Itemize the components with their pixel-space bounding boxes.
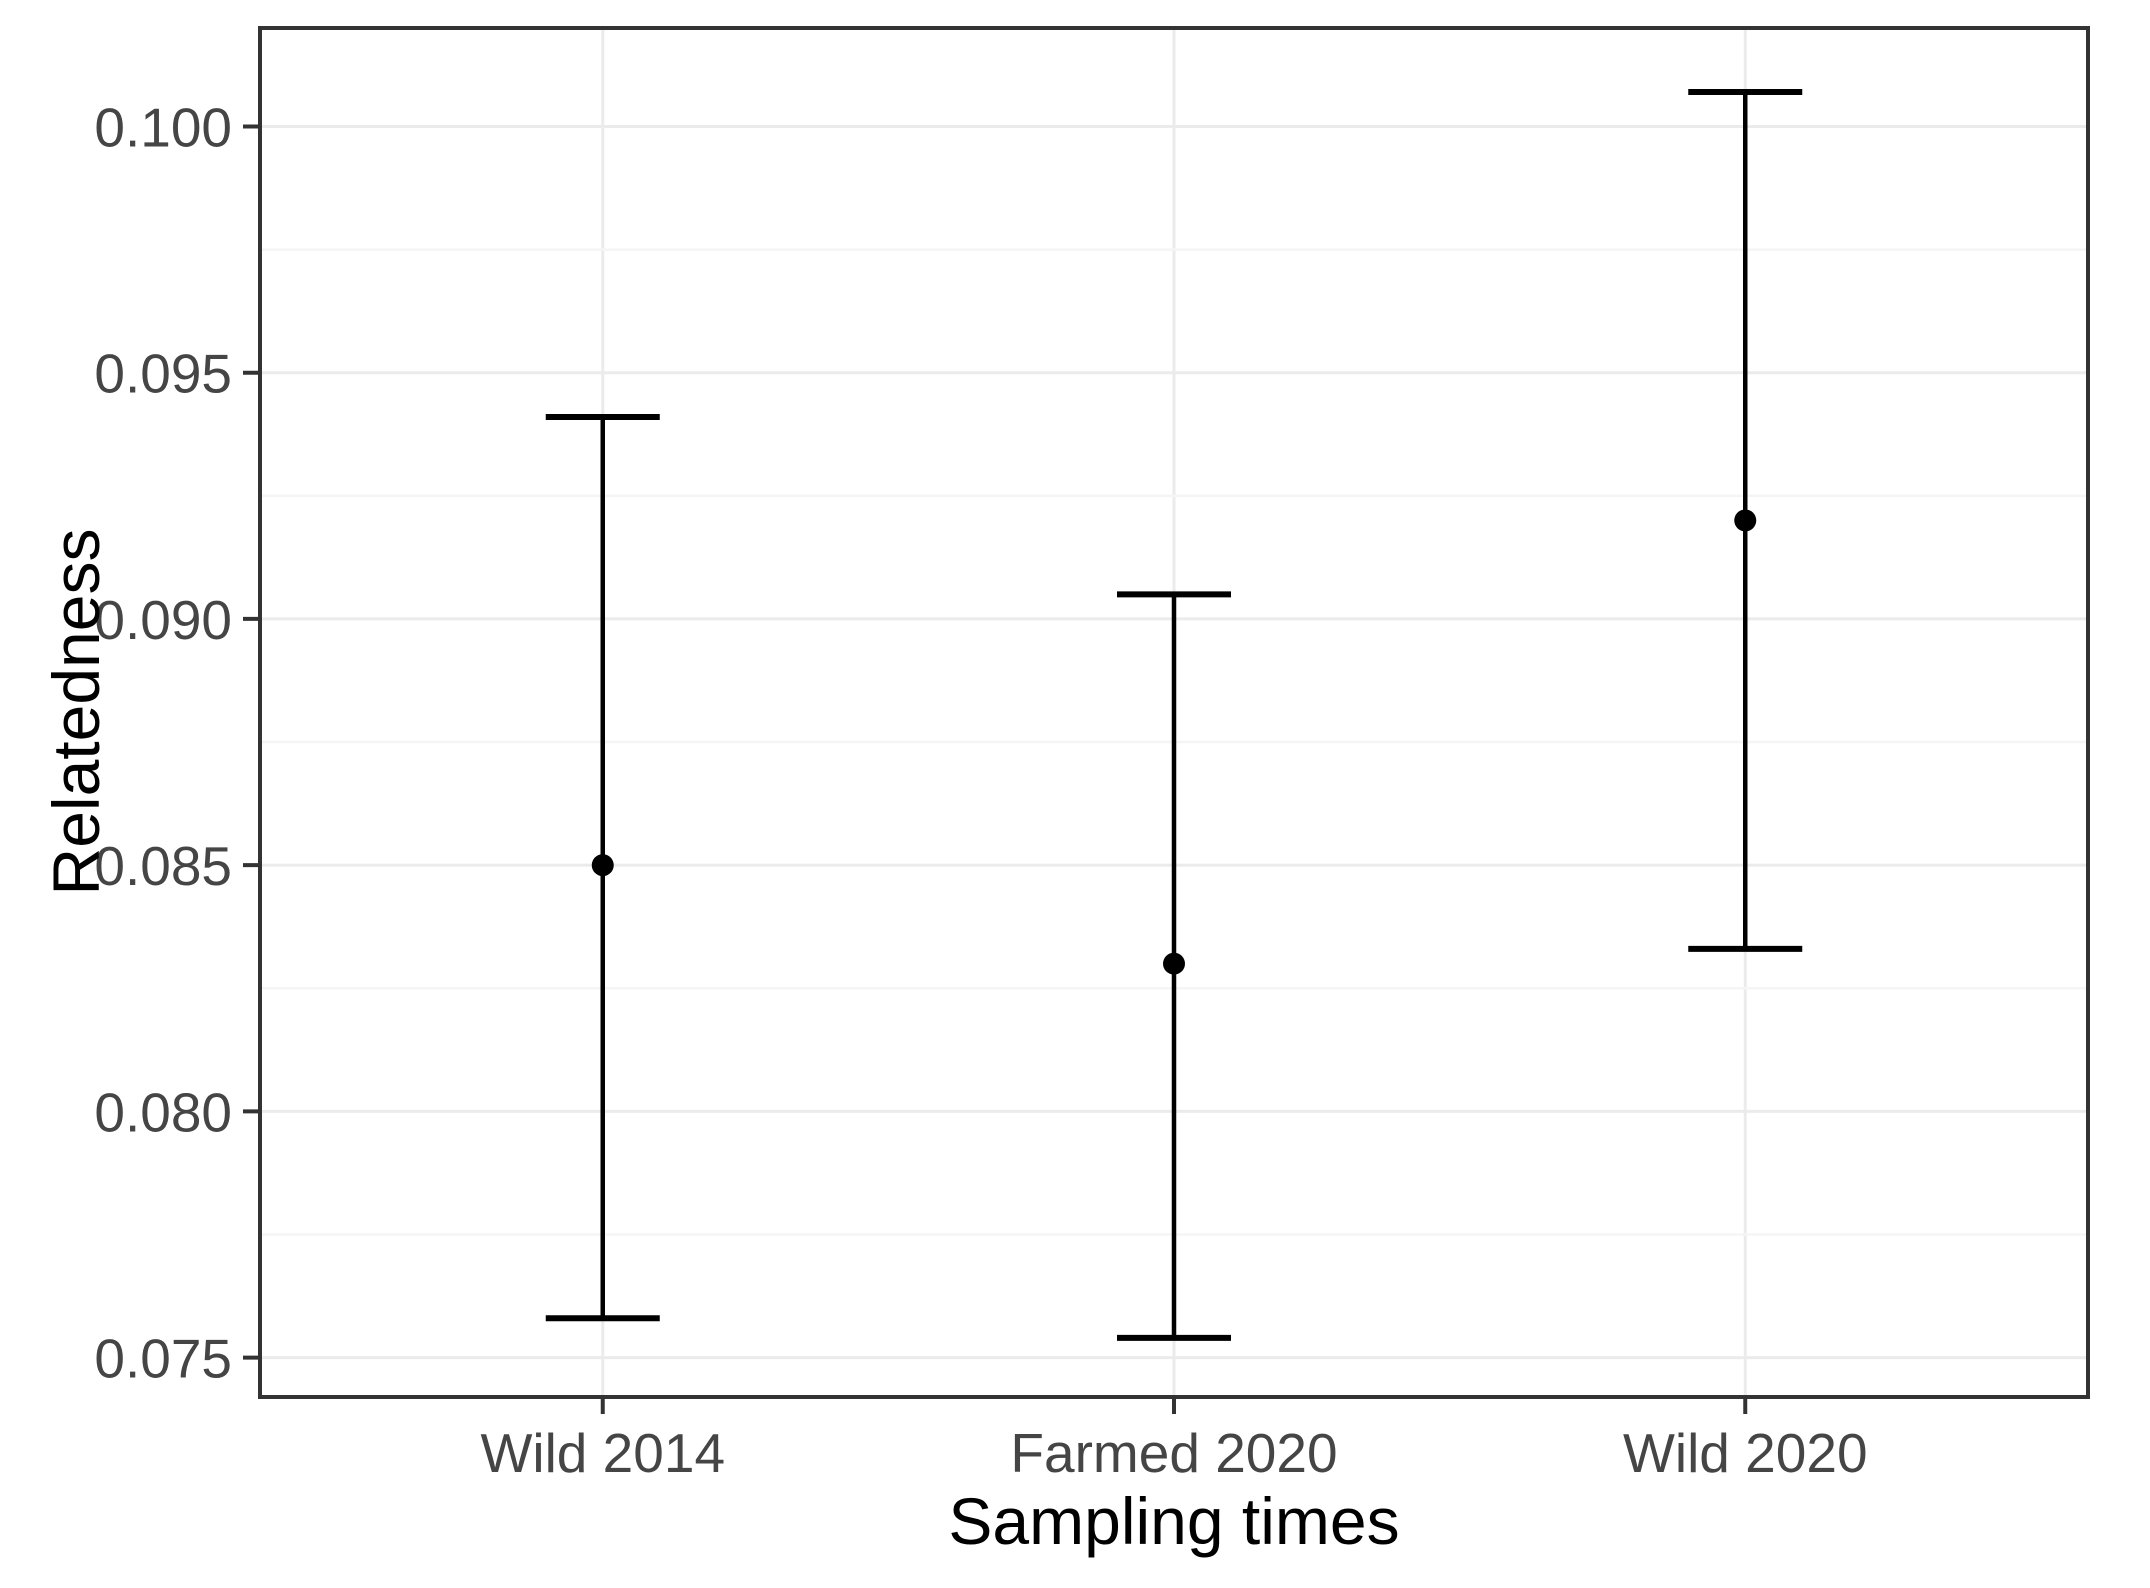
x-tick-label-wild-2020: Wild 2020 <box>1623 1422 1868 1484</box>
mean-point-farmed-2020 <box>1163 952 1185 975</box>
axis-layer: 0.075 0.080 0.085 0.090 0.095 0.100 Wild 2014 F… <box>94 26 2090 1484</box>
mean-point-wild-2014 <box>591 854 614 877</box>
x-tick-label-farmed-2020: Farmed 2020 <box>1010 1422 1337 1484</box>
mean-point-wild-2020 <box>1734 509 1757 532</box>
errorbar-group-farmed-2020 <box>1117 591 1231 1341</box>
y-tick-label: 0.085 <box>94 835 232 897</box>
x-tick-label-wild-2014: Wild 2014 <box>480 1422 725 1484</box>
y-tick-label: 0.100 <box>94 96 232 158</box>
y-tick-label: 0.095 <box>94 343 232 405</box>
y-tick-label: 0.080 <box>94 1081 232 1143</box>
y-axis-title: Relatedness <box>39 529 113 896</box>
errorbar-group-wild-2014 <box>545 414 660 1322</box>
data-layer <box>545 89 1803 1341</box>
y-tick-label: 0.075 <box>94 1328 232 1390</box>
x-axis-title: Sampling times <box>948 1484 1399 1558</box>
y-tick-label: 0.090 <box>94 589 232 651</box>
errorbar-group-wild-2020 <box>1688 89 1803 952</box>
